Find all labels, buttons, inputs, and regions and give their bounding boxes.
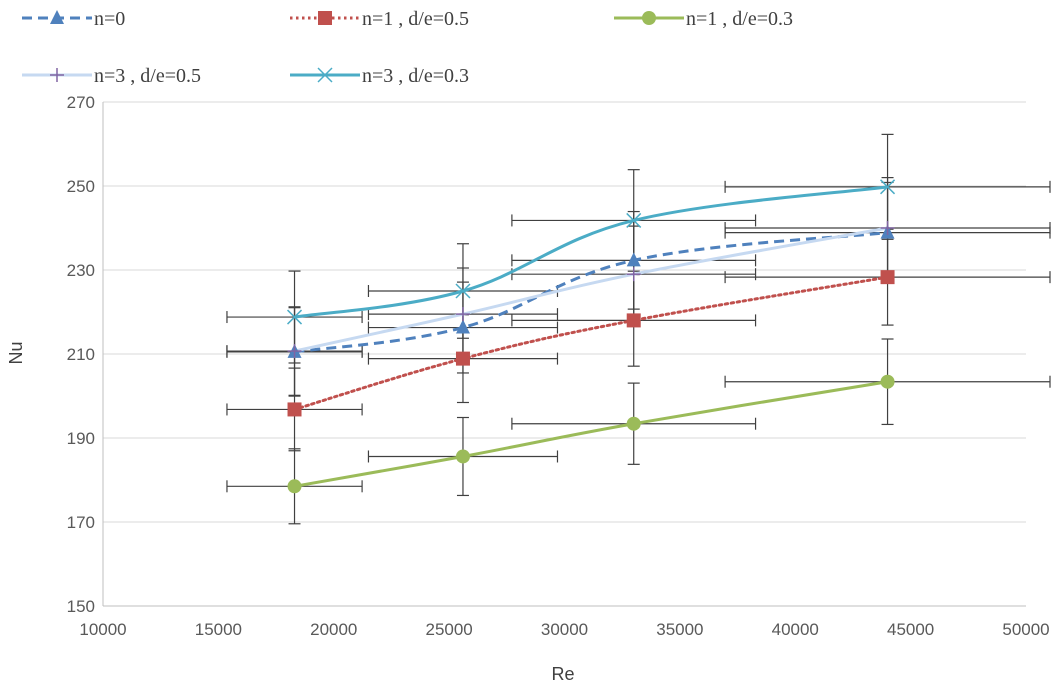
- marker-s2-p2: [626, 416, 641, 431]
- y-tick-label-210: 210: [67, 345, 95, 364]
- marker-s4-p2: [626, 212, 642, 228]
- x-tick-label-15000: 15000: [195, 620, 242, 639]
- legend-swatch-marker-3: [50, 68, 64, 82]
- series-lines: [293, 185, 890, 488]
- series-line-2: [294, 380, 888, 488]
- y-tick-label-270: 270: [67, 93, 95, 112]
- marker-s1-p1: [455, 351, 470, 366]
- x-tick-label-30000: 30000: [541, 620, 588, 639]
- legend-label-3: n=3 , d/e=0.5: [94, 65, 201, 87]
- x-tick-label-35000: 35000: [656, 620, 703, 639]
- marker-s4-p0: [286, 309, 303, 325]
- legend-label-1: n=1 , d/e=0.5: [362, 8, 469, 30]
- y-tick-label-170: 170: [67, 513, 95, 532]
- y-tick-label-190: 190: [67, 429, 95, 448]
- legend-label-2: n=1 , d/e=0.3: [686, 8, 793, 30]
- legend-item-2: n=1 , d/e=0.3: [614, 8, 793, 30]
- series-line-4: [294, 185, 888, 319]
- marker-s4-p1: [455, 283, 471, 299]
- x-tick-label-40000: 40000: [772, 620, 819, 639]
- marker-s1-p0: [287, 402, 302, 417]
- series-line-0: [294, 231, 888, 354]
- legend-item-1: n=1 , d/e=0.5: [290, 8, 469, 30]
- x-tick-label-50000: 50000: [1002, 620, 1049, 639]
- x-tick-label-25000: 25000: [425, 620, 472, 639]
- series-line-3: [294, 226, 888, 353]
- y-axis-title: Nu: [6, 341, 26, 364]
- legend-swatch-marker-1: [318, 11, 332, 25]
- axes: [102, 102, 1026, 607]
- legend: n=0 n=1 , d/e=0.5 n=1 , d/e=0.3 n=3 , d/e=0…: [22, 8, 793, 87]
- series-markers: [286, 179, 896, 494]
- legend-label-0: n=0: [94, 8, 125, 30]
- marker-s0-p1: [455, 319, 470, 334]
- legend-swatch-marker-2: [642, 11, 656, 25]
- marker-s1-p3: [880, 270, 895, 285]
- y-tick-label-250: 250: [67, 177, 95, 196]
- x-axis-title: Re: [551, 664, 574, 684]
- marker-s2-p3: [880, 374, 895, 389]
- legend-swatch-marker-4: [317, 67, 333, 83]
- legend-swatch-marker-0: [50, 10, 64, 24]
- marker-s4-p3: [880, 179, 896, 195]
- legend-label-4: n=3 , d/e=0.3: [362, 65, 469, 87]
- tick-labels: 150 170 190 210 230 250 270 10000 15000 20000 2500…: [67, 93, 1050, 639]
- y-tick-label-150: 150: [67, 597, 95, 616]
- x-tick-label-10000: 10000: [79, 620, 126, 639]
- marker-s3-p3: [880, 221, 895, 235]
- x-tick-label-45000: 45000: [887, 620, 934, 639]
- series-line-1: [293, 275, 890, 411]
- marker-s2-p0: [287, 479, 302, 494]
- legend-item-3: n=3 , d/e=0.5: [22, 65, 201, 87]
- marker-s3-p2: [626, 267, 641, 282]
- y-tick-label-230: 230: [67, 261, 95, 280]
- legend-item-4: n=3 , d/e=0.3: [290, 65, 469, 87]
- error-bars: [226, 133, 1051, 525]
- legend-item-0: n=0: [22, 8, 125, 30]
- marker-s1-p2: [626, 313, 641, 328]
- marker-s3-p1: [455, 307, 470, 322]
- x-tick-label-20000: 20000: [310, 620, 357, 639]
- marker-s3-p0: [287, 344, 302, 359]
- marker-s0-p2: [626, 252, 641, 267]
- marker-s2-p1: [455, 449, 470, 464]
